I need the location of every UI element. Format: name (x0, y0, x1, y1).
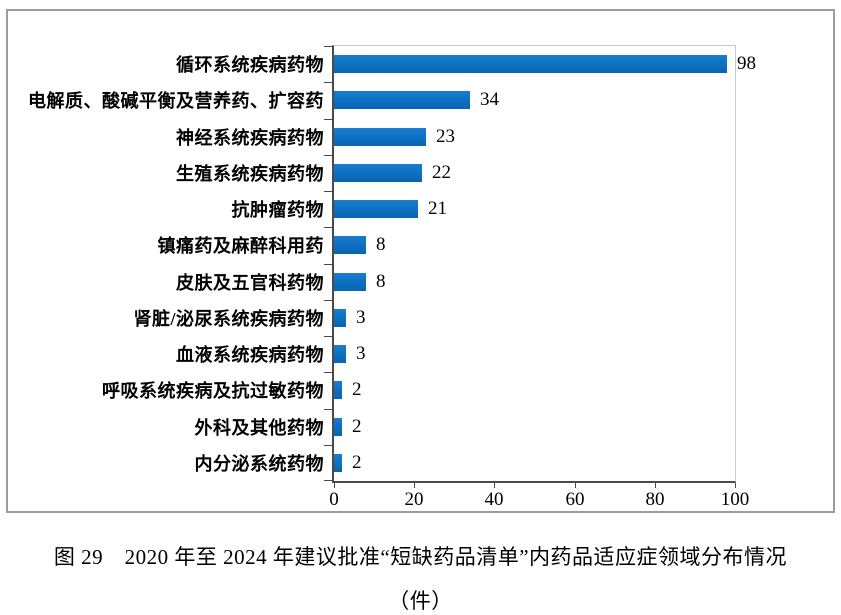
value-label: 21 (428, 198, 447, 219)
y-axis-tick (324, 264, 332, 265)
category-label: 内分泌系统药物 (194, 453, 324, 474)
value-label: 98 (737, 53, 756, 74)
category-label: 神经系统疾病药物 (176, 127, 324, 148)
figure-caption: 图 29 2020 年至 2024 年建议批准“短缺药品清单”内药品适应症领域分… (53, 545, 788, 569)
y-axis-tick (324, 155, 332, 156)
bar (334, 91, 470, 109)
x-axis-tick-label: 80 (645, 489, 665, 510)
y-axis-tick (324, 191, 332, 192)
category-label: 生殖系统疾病药物 (176, 163, 324, 184)
bar (334, 345, 346, 363)
category-label: 肾脏/泌尿系统疾病药物 (133, 308, 324, 329)
y-axis-tick (324, 409, 332, 410)
figure-caption-unit: （件） (388, 589, 453, 613)
bar (334, 200, 418, 218)
x-axis-tick (334, 483, 335, 488)
bar (334, 418, 342, 436)
y-axis-tick (324, 119, 332, 120)
x-axis-tick (655, 483, 656, 488)
value-label: 34 (480, 89, 499, 110)
x-axis-tick (575, 483, 576, 488)
bar (334, 381, 342, 399)
x-axis-tick-label: 100 (720, 489, 750, 510)
value-label: 22 (432, 162, 451, 183)
category-label: 外科及其他药物 (194, 417, 324, 438)
plot-area (332, 45, 736, 483)
value-label: 8 (376, 271, 386, 292)
y-axis-tick (324, 480, 332, 481)
category-label: 镇痛药及麻醉科用药 (157, 236, 324, 257)
x-axis-tick-label: 20 (404, 489, 424, 510)
y-axis-tick (324, 82, 332, 83)
category-label: 循环系统疾病药物 (176, 55, 324, 76)
x-axis-tick-label: 40 (484, 489, 504, 510)
value-label: 2 (352, 416, 362, 437)
bar (334, 309, 346, 327)
y-axis-tick (324, 300, 332, 301)
y-axis-tick (324, 227, 332, 228)
value-label: 3 (356, 343, 366, 364)
category-label: 抗肿瘤药物 (231, 200, 324, 221)
category-label: 呼吸系统疾病及抗过敏药物 (102, 381, 324, 402)
bar (334, 55, 727, 73)
x-axis-tick (494, 483, 495, 488)
bar (334, 273, 366, 291)
y-axis-tick (324, 372, 332, 373)
category-label: 血液系统疾病药物 (176, 345, 324, 366)
bar (334, 236, 366, 254)
value-label: 2 (352, 452, 362, 473)
category-label: 电解质、酸碱平衡及营养药、扩容药 (28, 91, 324, 112)
x-axis-tick-label: 0 (329, 489, 339, 510)
y-axis-tick (324, 46, 332, 47)
y-axis-tick (324, 336, 332, 337)
value-label: 8 (376, 234, 386, 255)
x-axis-tick (735, 483, 736, 488)
value-label: 23 (436, 126, 455, 147)
y-axis-tick (324, 445, 332, 446)
bar (334, 164, 422, 182)
x-axis-tick-label: 60 (565, 489, 585, 510)
value-label: 2 (352, 379, 362, 400)
category-label: 皮肤及五官科药物 (176, 272, 324, 293)
value-label: 3 (356, 307, 366, 328)
bar (334, 128, 426, 146)
bar (334, 454, 342, 472)
x-axis-tick (414, 483, 415, 488)
